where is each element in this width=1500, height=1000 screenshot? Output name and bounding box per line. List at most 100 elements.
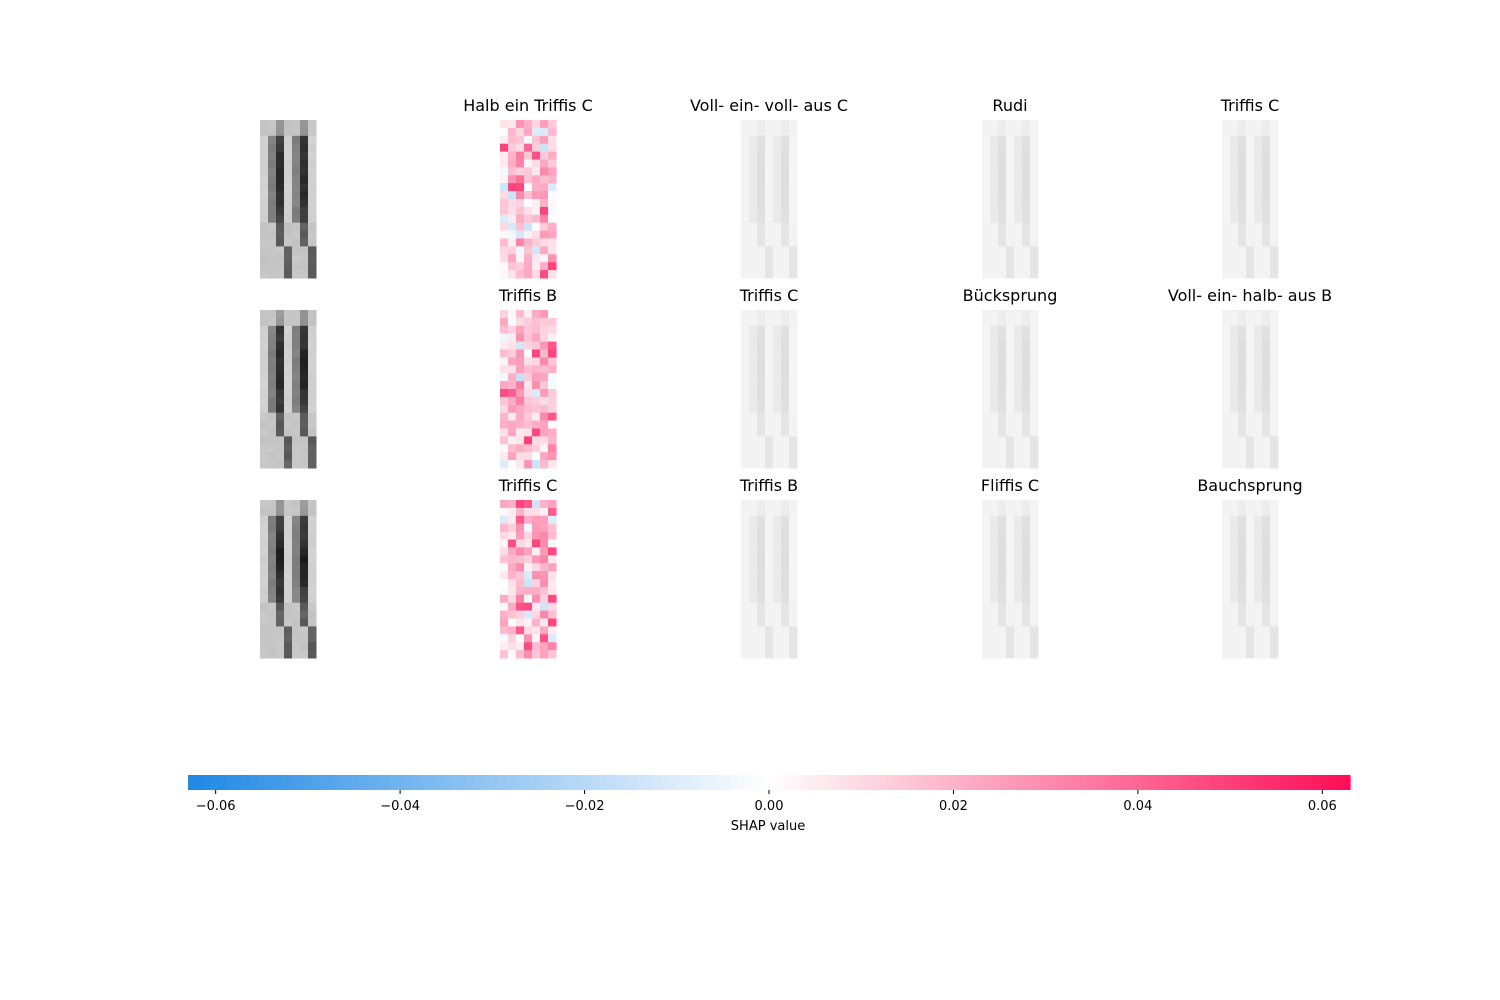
shap-pixel (1238, 143, 1247, 153)
colorbar-segment (1202, 775, 1212, 790)
shap-pixel (1022, 610, 1031, 619)
colorbar-segment (1226, 775, 1235, 790)
shap-pixel (500, 246, 509, 255)
shap-pixel (773, 539, 782, 548)
shap-pixel (508, 365, 517, 374)
shap-pixel (1262, 579, 1271, 588)
shap-pixel (982, 151, 991, 160)
shap-pixel (1270, 310, 1279, 319)
shap-pixel (990, 349, 999, 358)
input-pixel (276, 507, 285, 517)
input-pixel (300, 341, 309, 350)
input-pixel (284, 159, 293, 168)
shap-pixel (773, 246, 782, 255)
shap-pixel (1222, 167, 1231, 176)
input-pixel (284, 238, 293, 247)
shap-pixel (1238, 642, 1247, 651)
shap-pixel (757, 325, 766, 335)
shap-pixel (1246, 357, 1255, 366)
shap-pixel (773, 428, 782, 437)
shap-pixel (508, 151, 517, 160)
shap-pixel (773, 500, 782, 509)
shap-pixel (781, 563, 790, 572)
shap-pixel (765, 436, 774, 445)
shap-pixel (516, 563, 525, 572)
shap-pixel (1006, 349, 1015, 358)
shap-pixel (532, 230, 541, 239)
colorbar-segment (528, 775, 538, 790)
shap-pixel (1262, 634, 1271, 643)
shap-pixel (982, 642, 991, 651)
shap-pixel (990, 626, 999, 635)
input-pixel (268, 127, 277, 137)
input-pixel (292, 547, 301, 556)
shap-pixel (982, 199, 991, 208)
input-pixel (276, 634, 285, 643)
shap-pixel (749, 270, 758, 279)
colorbar-segment (730, 775, 739, 790)
shap-pixel (781, 262, 790, 271)
input-pixel (292, 365, 301, 374)
shap-pixel (500, 199, 509, 208)
shap-pixel (1014, 214, 1023, 224)
shap-pixel (1006, 460, 1015, 469)
input-pixel (268, 523, 277, 533)
shap-pixel (1030, 317, 1039, 327)
shap-pixel (765, 325, 774, 335)
shap-pixel (1254, 246, 1263, 255)
colorbar-segment (939, 775, 948, 790)
shap-pixel (773, 365, 782, 374)
input-pixel (276, 444, 285, 453)
colorbar-segment (799, 775, 809, 790)
shap-pixel (516, 214, 525, 224)
input-pixel (300, 642, 309, 651)
shap-pixel (781, 143, 790, 153)
shap-pixel (1230, 539, 1239, 548)
shap-pixel (1030, 199, 1039, 208)
shap-pixel (781, 586, 790, 596)
shap-pixel (1270, 444, 1279, 453)
input-pixel (308, 452, 317, 461)
shap-pixel (1006, 650, 1015, 659)
shap-pixel (990, 428, 999, 437)
shap-pixel (516, 349, 525, 358)
input-pixel (308, 563, 317, 572)
shap-pixel (749, 230, 758, 239)
input-pixel (300, 127, 309, 137)
shap-pixel (516, 270, 525, 279)
shap-pixel (540, 381, 549, 390)
shap-pixel (548, 254, 557, 263)
colorbar-tick-label: −0.04 (380, 799, 420, 814)
shap-pixel (1222, 365, 1231, 374)
colorbar-segment (1195, 775, 1204, 790)
shap-pixel (1254, 373, 1263, 382)
shap-pixel (1238, 199, 1247, 208)
shap-pixel (765, 412, 774, 422)
input-pixel (284, 381, 293, 390)
shap-pixel (1238, 270, 1247, 279)
shap-pixel (1270, 396, 1279, 406)
shap-pixel (508, 206, 517, 216)
input-pixel (308, 349, 317, 358)
shap-pixel (765, 531, 774, 540)
shap-pixel (1230, 310, 1239, 319)
shap-pixel (516, 230, 525, 239)
shap-pixel (1022, 349, 1031, 358)
shap-pixel (757, 214, 766, 224)
shap-pixel (1014, 230, 1023, 239)
input-pixel (292, 262, 301, 271)
shap-pixel (1022, 547, 1031, 556)
shap-pixel (765, 452, 774, 461)
shap-pixel (982, 404, 991, 414)
input-pixel (284, 523, 293, 533)
shap-panel: Triffis C (739, 286, 798, 469)
input-pixel (284, 135, 293, 145)
shap-pixel (1246, 396, 1255, 406)
input-pixel (308, 436, 317, 445)
shap-pixel (500, 175, 509, 184)
shap-pixel (1262, 444, 1271, 453)
shap-pixel (765, 246, 774, 255)
shap-pixel (524, 222, 533, 232)
input-pixel (292, 452, 301, 461)
shap-pixel (773, 183, 782, 192)
